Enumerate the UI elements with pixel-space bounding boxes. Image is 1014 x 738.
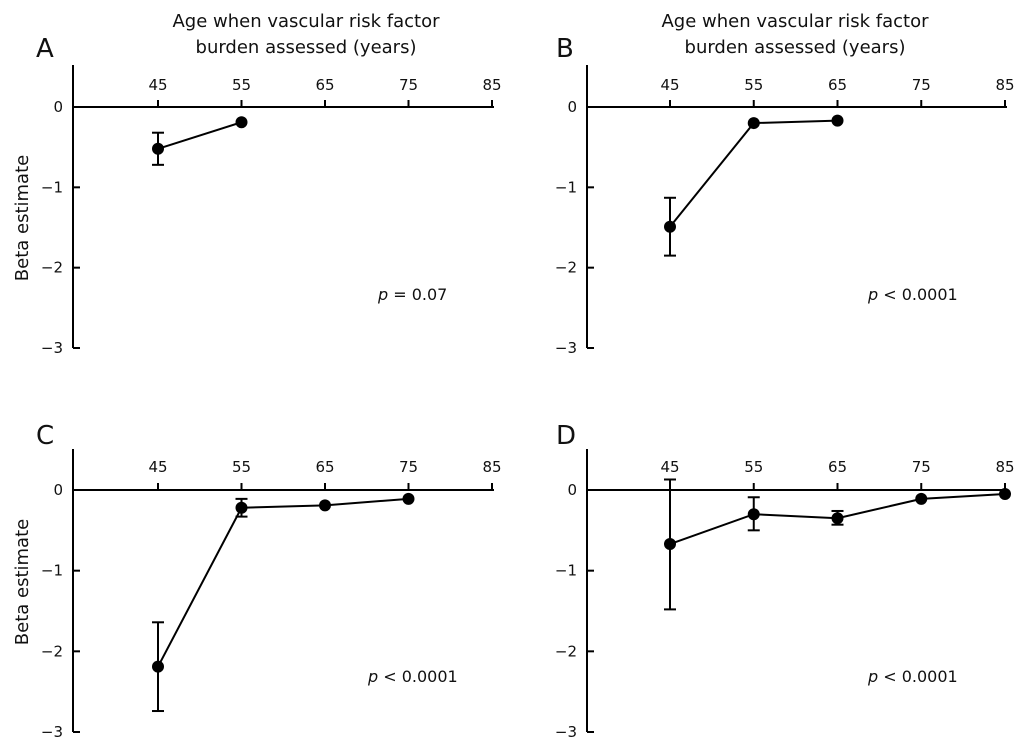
data-point [319, 499, 331, 512]
data-point [664, 538, 676, 551]
data-point [747, 117, 760, 130]
y-tick-label: 0 [567, 481, 577, 499]
x-tick-label: 75 [399, 76, 418, 94]
y-axis-title-top: Beta estimate [12, 155, 33, 281]
data-point [747, 508, 760, 521]
x-tick-label: 55 [232, 458, 251, 476]
p-value-text: < 0.0001 [878, 667, 958, 686]
x-tick-label: 75 [399, 458, 418, 476]
y-tick-label: −2 [41, 259, 63, 277]
x-tick-label: 75 [912, 458, 931, 476]
data-point [402, 492, 415, 505]
x-tick-label: 85 [482, 76, 501, 94]
x-tick-label: 65 [828, 458, 847, 476]
y-tick-label: −2 [555, 642, 577, 660]
y-tick-label: −3 [41, 339, 63, 357]
p-symbol: p [867, 667, 878, 686]
y-tick-label: −2 [555, 259, 577, 277]
x-tick-label: 45 [660, 76, 679, 94]
p-value-label: p < 0.0001 [867, 667, 958, 686]
panel-letter: A [36, 34, 54, 64]
x-tick-label: 45 [148, 458, 167, 476]
y-axis-title-bottom: Beta estimate [12, 519, 33, 645]
x-tick-label: 75 [912, 76, 931, 94]
y-tick-label: −3 [41, 723, 63, 738]
p-value-text: < 0.0001 [878, 285, 958, 304]
y-tick-label: 0 [53, 98, 63, 116]
x-tick-label: 45 [660, 458, 679, 476]
x-tick-label: 85 [995, 76, 1014, 94]
x-tick-label: 55 [744, 76, 763, 94]
panel-letter: C [36, 421, 54, 451]
data-point [915, 492, 928, 505]
data-point [831, 512, 844, 525]
series-line [669, 119, 838, 228]
p-value-text: = 0.07 [388, 285, 447, 304]
x-axis-title-line: Age when vascular risk factor [172, 11, 440, 32]
p-value-label: p = 0.07 [377, 285, 447, 304]
y-tick-label: −1 [41, 178, 63, 196]
x-tick-label: 65 [828, 76, 847, 94]
series-line [157, 497, 409, 668]
x-tick-label: 85 [995, 458, 1014, 476]
data-point [831, 114, 844, 127]
data-point [235, 501, 248, 514]
data-point [235, 116, 248, 129]
series-line [157, 121, 242, 150]
x-tick-label: 85 [482, 458, 501, 476]
y-tick-label: −1 [41, 562, 63, 580]
x-axis-title-line: burden assessed (years) [685, 37, 906, 58]
x-axis-title-line: Age when vascular risk factor [661, 11, 929, 32]
y-tick-label: −1 [555, 562, 577, 580]
p-symbol: p [367, 667, 378, 686]
x-tick-label: 55 [232, 76, 251, 94]
panel-b: B Age when vascular risk factor burden ass… [555, 11, 1014, 357]
x-tick-label: 45 [148, 76, 167, 94]
p-symbol: p [377, 285, 388, 304]
panel-letter: B [556, 34, 574, 64]
p-value-text: < 0.0001 [378, 667, 458, 686]
x-tick-label: 65 [315, 458, 334, 476]
y-tick-label: −3 [555, 723, 577, 738]
data-point [999, 488, 1011, 501]
data-point [152, 142, 164, 155]
panel-a: A Age when vascular risk factor burden ass… [36, 11, 502, 357]
data-point [152, 660, 164, 673]
x-tick-label: 65 [315, 76, 334, 94]
panel-c: C 0 −1 −2 −3 45 55 65 75 85 p < 0.0001 [36, 421, 502, 738]
panel-d: D 0 −1 −2 −3 45 55 65 75 85 p < 0.0001 [555, 421, 1014, 738]
x-axis-title-line: burden assessed (years) [196, 37, 417, 58]
panel-letter: D [556, 421, 576, 451]
y-tick-label: −2 [41, 642, 63, 660]
p-value-label: p < 0.0001 [367, 667, 458, 686]
x-tick-label: 55 [744, 458, 763, 476]
y-tick-label: −1 [555, 178, 577, 196]
y-tick-label: 0 [567, 98, 577, 116]
y-tick-label: 0 [53, 481, 63, 499]
data-point [664, 220, 676, 233]
p-value-label: p < 0.0001 [867, 285, 958, 304]
p-symbol: p [867, 285, 878, 304]
y-tick-label: −3 [555, 339, 577, 357]
